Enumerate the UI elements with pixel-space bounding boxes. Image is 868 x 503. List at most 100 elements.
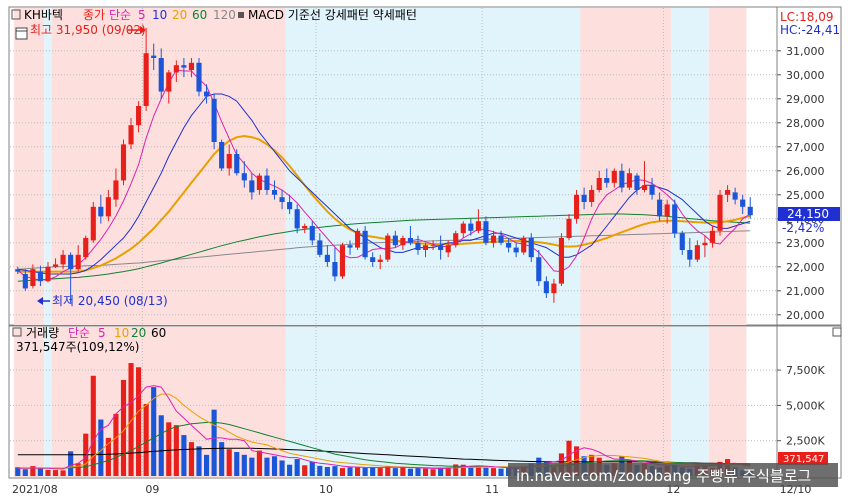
candle-43 — [339, 242, 346, 279]
price-tick-0: 31,000 — [786, 45, 825, 58]
candle-97 — [747, 197, 753, 219]
candle-41 — [324, 245, 330, 267]
volume-bar-42 — [332, 466, 338, 476]
candle-body-65 — [506, 242, 512, 248]
candle-8 — [75, 245, 81, 272]
volume-close-icon[interactable] — [832, 327, 842, 337]
candle-29 — [234, 149, 240, 176]
price-tick-11: 20,000 — [786, 309, 825, 322]
candle-body-0 — [15, 269, 21, 272]
candle-body-18 — [151, 55, 157, 58]
candle-body-63 — [490, 235, 497, 243]
candle-body-79 — [611, 170, 617, 183]
volume-bar-24 — [196, 446, 202, 476]
volume-tick-0: 7,500K — [786, 364, 825, 377]
candle-body-82 — [634, 175, 640, 190]
candle-60 — [468, 218, 474, 236]
candle-body-3 — [37, 271, 43, 282]
candle-14 — [120, 139, 127, 186]
candle-body-48 — [377, 259, 383, 262]
candle-body-6 — [60, 254, 66, 265]
candle-47 — [370, 252, 376, 267]
candle-40 — [317, 233, 323, 258]
volume-bar-56 — [438, 468, 444, 476]
candle-body-33 — [264, 175, 270, 190]
candle-90 — [694, 240, 700, 262]
candle-51 — [400, 235, 406, 250]
volume-bar-55 — [430, 469, 436, 476]
candle-86 — [664, 199, 670, 224]
candle-70 — [543, 276, 549, 298]
volume-bar-46 — [362, 467, 368, 476]
candle-body-52 — [407, 238, 413, 243]
volume-bar-29 — [234, 452, 240, 476]
price-band-6 — [708, 8, 747, 325]
candle-0 — [15, 266, 21, 274]
candle-39 — [309, 221, 315, 246]
volume-bar-14 — [120, 380, 127, 476]
candle-body-7 — [68, 254, 74, 270]
volume-tick-2: 2,500K — [786, 435, 825, 448]
hc-value: HC:-24,41 — [780, 23, 840, 37]
current-volume-box: 371,547 — [783, 454, 824, 465]
candle-body-69 — [536, 257, 542, 282]
candle-body-88 — [679, 233, 685, 250]
volume-bar-74 — [573, 446, 580, 476]
volume-ma20: 20 — [131, 326, 146, 340]
price-tick-4: 27,000 — [786, 141, 825, 154]
collapse-box-icon[interactable] — [11, 9, 21, 20]
candle-81 — [626, 168, 632, 190]
candle-35 — [279, 190, 285, 210]
candle-28 — [226, 144, 232, 176]
legend-close: 종가 — [83, 8, 105, 22]
current-volume-bg — [778, 452, 828, 465]
candle-63 — [490, 230, 497, 248]
volume-ma5-line — [17, 385, 751, 470]
high-marker-text: 최고 31,950 (09/02) — [30, 23, 146, 37]
high-arrow-head — [140, 26, 146, 34]
candle-body-9 — [83, 238, 89, 258]
candle-76 — [589, 185, 595, 207]
candle-84 — [649, 178, 655, 200]
volume-collapse-icon[interactable] — [12, 327, 22, 337]
calendar-icon[interactable] — [15, 27, 28, 40]
volume-bar-18 — [151, 387, 157, 476]
candle-body-83 — [641, 185, 648, 190]
candle-59 — [460, 221, 466, 238]
volume-band-4 — [580, 327, 671, 477]
candle-body-4 — [45, 266, 51, 282]
low-marker-text: 최저 20,450 (08/13) — [52, 294, 168, 308]
candle-80 — [619, 163, 625, 193]
x-tick-3: 11 — [485, 483, 499, 496]
indicator-square-icon — [238, 12, 244, 18]
candle-body-91 — [702, 242, 708, 246]
candle-32 — [256, 173, 262, 195]
volume-bar-37 — [294, 459, 300, 476]
volume-bar-23 — [188, 442, 195, 476]
candle-body-15 — [128, 125, 134, 145]
candle-33 — [264, 168, 270, 195]
current-price-box: 24,150 -2,42% — [778, 207, 840, 235]
candle-body-49 — [385, 235, 391, 260]
candle-body-73 — [566, 218, 572, 238]
price-tick-10: 21,000 — [786, 285, 825, 298]
volume-bar-26 — [211, 409, 217, 476]
candle-55 — [430, 240, 436, 250]
candle-52 — [407, 226, 413, 246]
candle-26 — [211, 94, 217, 150]
candle-body-16 — [136, 106, 142, 126]
volume-band-0 — [14, 327, 45, 477]
volume-bar-10 — [90, 375, 96, 476]
candle-67 — [521, 235, 527, 255]
candle-body-53 — [415, 242, 421, 250]
candle-body-77 — [596, 178, 602, 190]
volume-bar-15 — [128, 363, 134, 476]
volume-bar-11 — [98, 419, 104, 476]
candle-body-50 — [392, 235, 398, 246]
candle-body-43 — [339, 245, 346, 277]
candle-body-36 — [287, 202, 293, 210]
candle-12 — [105, 190, 111, 222]
candle-body-55 — [430, 245, 436, 247]
candle-75 — [581, 187, 587, 210]
